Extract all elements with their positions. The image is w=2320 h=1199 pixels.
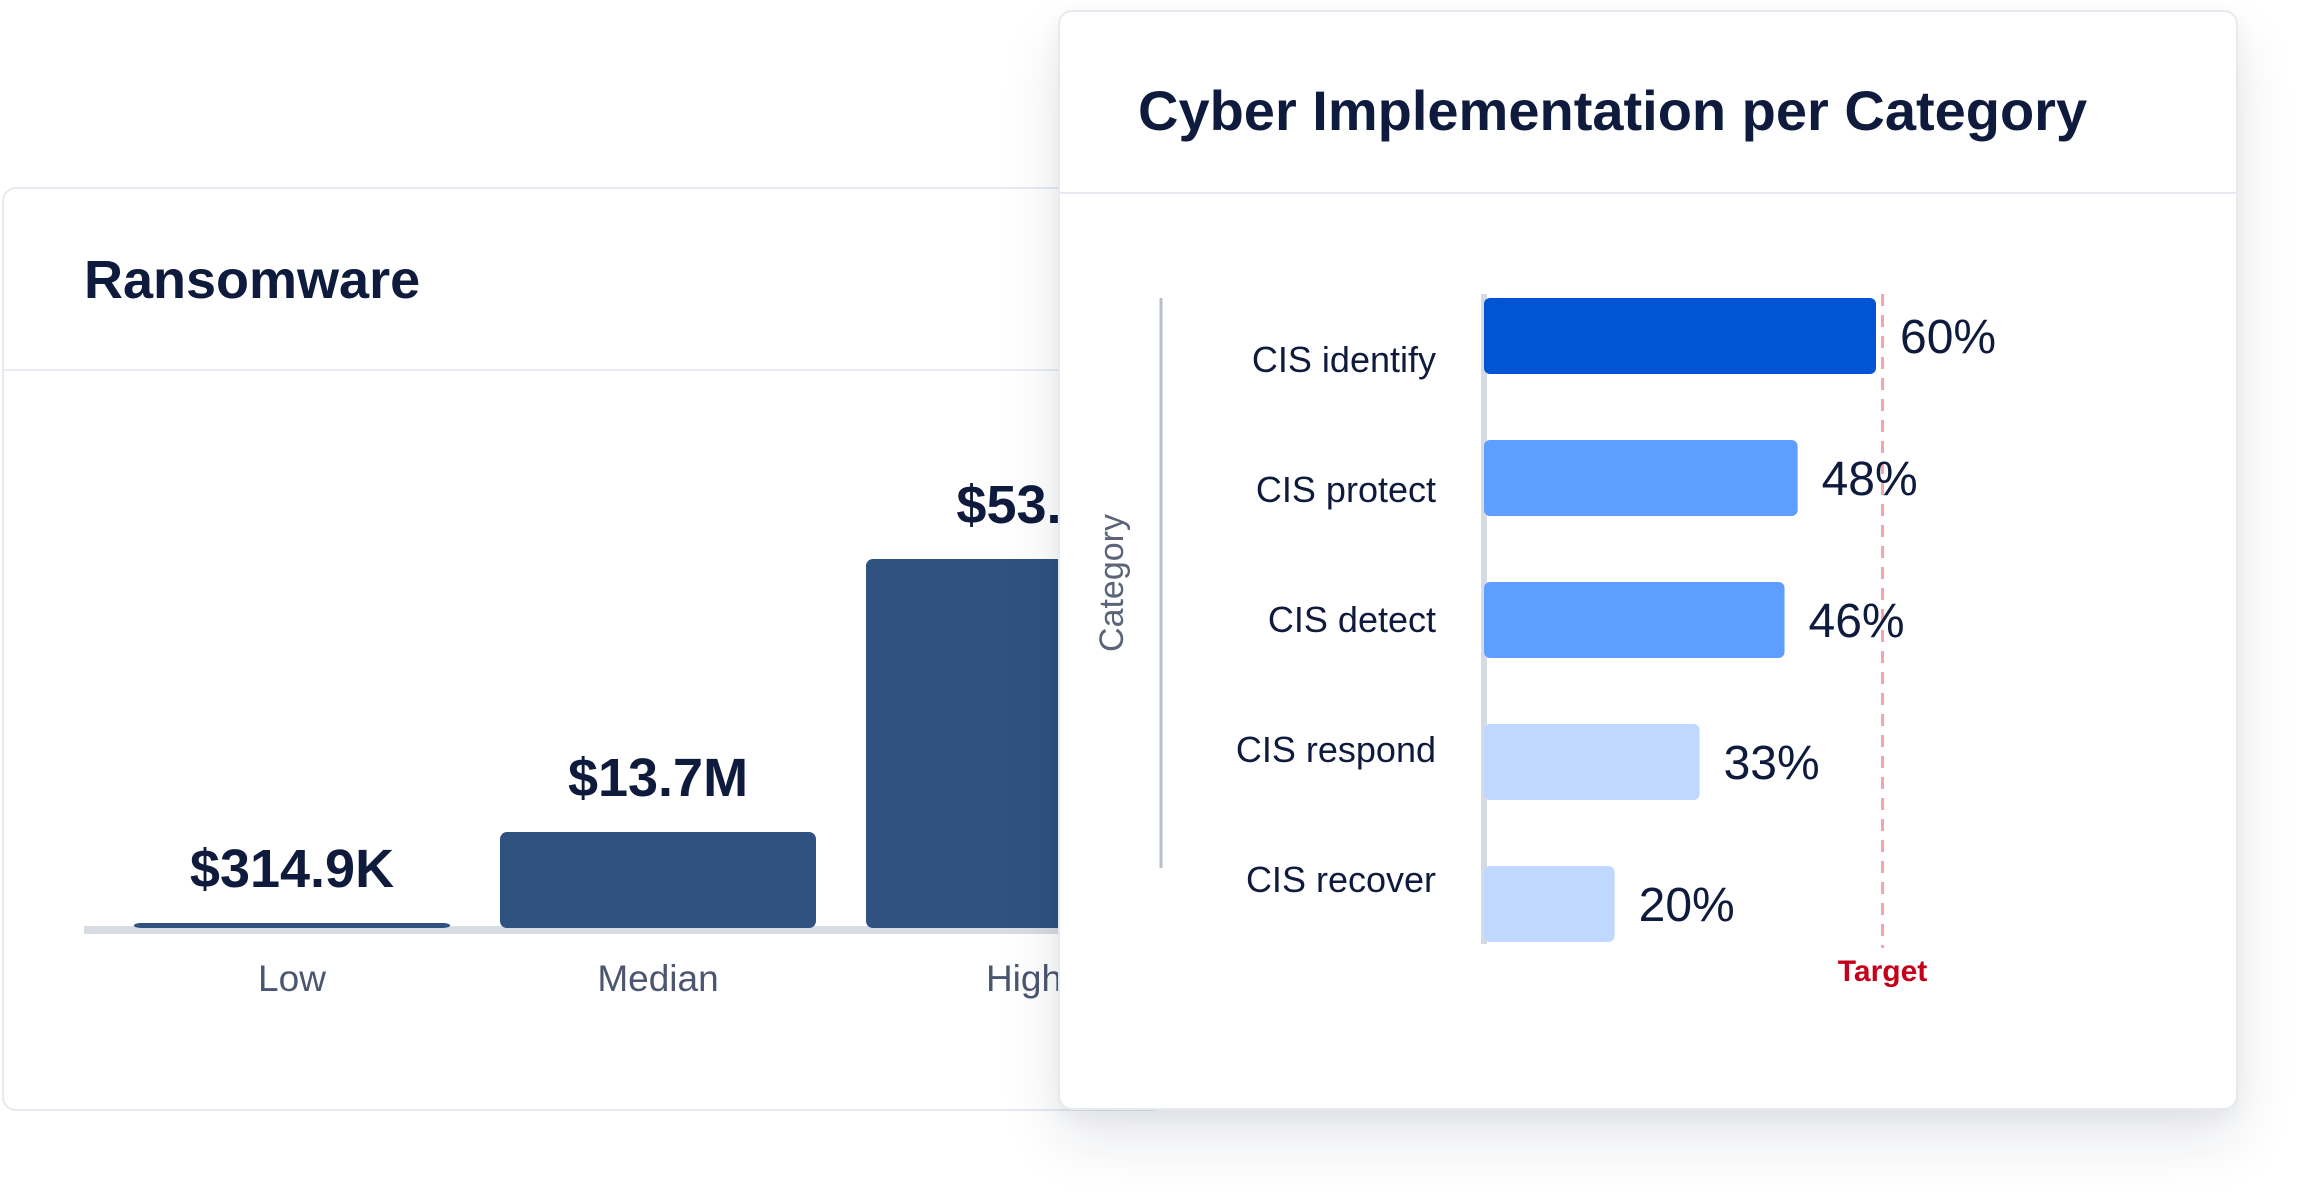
category-label-cis-protect: CIS protect — [1256, 469, 1436, 510]
ransomware-card: Ransomware $314.9K Low $13.7M Median $53.5 Hi… — [2, 187, 1166, 1111]
cyber-implementation-bar-chart: Category Target 60% CIS identify 48% CIS prot… — [1093, 294, 1996, 988]
bar-cis-recover — [1484, 866, 1615, 942]
x-tick-label-median: Median — [597, 958, 718, 999]
category-label-cis-recover: CIS recover — [1246, 859, 1436, 900]
category-label-cis-respond: CIS respond — [1236, 729, 1436, 770]
cyber-implementation-card: Cyber Implementation per Category Catego… — [1058, 10, 2238, 1110]
x-axis-baseline — [84, 926, 1164, 934]
x-tick-label-high: High — [986, 958, 1062, 999]
bar-cis-protect — [1484, 440, 1798, 516]
category-label-cis-detect: CIS detect — [1268, 599, 1436, 640]
value-label-cis-respond: 33% — [1724, 737, 1820, 790]
cyber-implementation-title: Cyber Implementation per Category — [1138, 79, 2088, 142]
bar-low — [134, 923, 450, 928]
value-label-low: $314.9K — [190, 839, 394, 899]
value-label-cis-identify: 60% — [1900, 311, 1996, 364]
y-axis-title: Category — [1093, 514, 1131, 652]
cyber-card-header: Cyber Implementation per Category — [1060, 12, 2236, 194]
x-tick-label-low: Low — [258, 958, 326, 999]
value-label-cis-detect: 46% — [1809, 595, 1905, 648]
bar-cis-respond — [1484, 724, 1700, 800]
ransomware-card-header: Ransomware — [4, 189, 1164, 371]
category-label-cis-identify: CIS identify — [1252, 339, 1436, 380]
bar-median — [500, 832, 816, 928]
value-label-median: $13.7M — [568, 748, 748, 808]
target-label: Target — [1838, 955, 1927, 988]
bar-cis-identify — [1484, 298, 1876, 374]
value-label-cis-protect: 48% — [1822, 453, 1918, 506]
bar-cis-detect — [1484, 582, 1785, 658]
ransomware-title: Ransomware — [84, 250, 421, 310]
value-label-cis-recover: 20% — [1639, 879, 1735, 932]
